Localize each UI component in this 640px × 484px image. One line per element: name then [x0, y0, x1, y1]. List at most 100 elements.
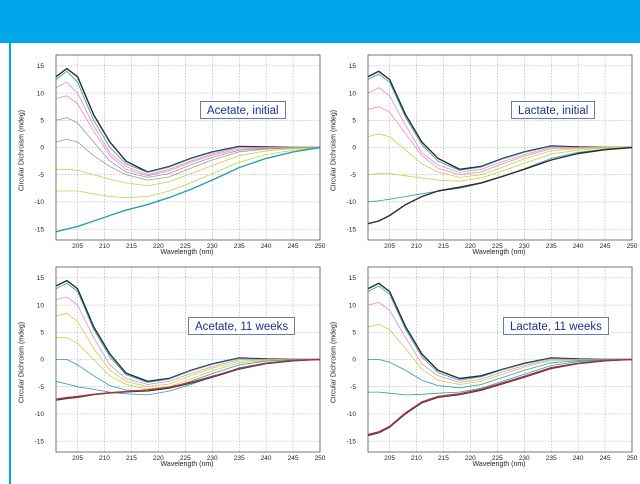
annotation-lactate-initial: Lactate, initial	[511, 101, 596, 119]
x-tick-label: 245	[288, 455, 299, 462]
x-tick-label: 225	[492, 455, 503, 462]
chart-svg-acetate-initial: 205 210 215 220 225 230 235 240 245 250 15 10 5 0 -5 -1…	[35, 54, 326, 250]
x-tick-label: 215	[438, 455, 449, 462]
x-tick-label: 250	[627, 243, 638, 250]
y-tick-label: 0	[352, 357, 356, 364]
x-tick-label: 250	[315, 455, 326, 462]
chart-svg-lactate-11-weeks: 205 210 215 220 225 230 235 240 245 250 15 10 5 0 -5 -1…	[347, 266, 638, 462]
y-tick-label: -10	[35, 411, 45, 418]
plot-frame	[55, 266, 321, 453]
x-axis-label: Wavelength (nm)	[472, 249, 526, 256]
chart-panel-lactate-11-weeks: 205 210 215 220 225 230 235 240 245 250 15 10 5 0 -5 -1…	[320, 262, 638, 472]
y-tick-label: -15	[347, 438, 357, 445]
y-tick-label: 0	[40, 145, 44, 152]
header-bar	[0, 0, 640, 43]
x-tick-label: 225	[492, 243, 503, 250]
y-tick-label: 10	[349, 90, 357, 97]
x-tick-label: 240	[261, 243, 272, 250]
x-tick-label: 225	[180, 243, 191, 250]
y-axis-label: Circular Dichroism (mdeg)	[330, 321, 338, 404]
series-line	[367, 87, 632, 173]
x-tick-label: 205	[384, 243, 395, 250]
x-tick-label: 235	[234, 455, 245, 462]
series-line	[55, 117, 320, 178]
y-tick-label: -10	[35, 199, 45, 206]
series-line	[55, 67, 320, 173]
y-tick-label: -5	[350, 384, 356, 391]
x-tick-label: 220	[153, 243, 164, 250]
series-line	[367, 106, 632, 176]
x-tick-label: 240	[573, 455, 584, 462]
series-line	[367, 147, 633, 182]
series-line	[367, 73, 632, 171]
x-tick-label: 240	[261, 455, 272, 462]
series-line	[56, 337, 320, 390]
y-tick-label: 10	[37, 90, 45, 97]
x-tick-label: 230	[519, 455, 530, 462]
annotation-lactate-11-weeks: Lactate, 11 weeks	[503, 317, 609, 335]
x-tick-label: 210	[411, 243, 422, 250]
y-tick-label: 10	[349, 302, 357, 309]
y-tick-label: -5	[350, 172, 356, 179]
plot-frame	[55, 54, 321, 241]
series-line	[55, 296, 320, 385]
y-tick-label: 15	[349, 63, 357, 70]
y-tick-label: 10	[37, 302, 45, 309]
series-line	[55, 81, 320, 176]
x-tick-label: 220	[465, 455, 476, 462]
x-tick-label: 210	[411, 455, 422, 462]
y-tick-label: 0	[40, 357, 44, 364]
x-tick-label: 205	[72, 455, 83, 462]
x-tick-label: 215	[126, 455, 137, 462]
y-tick-label: -15	[35, 226, 45, 233]
x-tick-label: 215	[438, 243, 449, 250]
series-line	[367, 70, 632, 170]
series-line	[367, 147, 633, 203]
series-line	[367, 146, 633, 225]
series-line	[55, 358, 321, 400]
x-tick-label: 235	[546, 243, 557, 250]
series-line	[55, 312, 320, 388]
y-axis-label: Circular Dichroism (mdeg)	[330, 109, 338, 192]
series-line	[367, 133, 632, 178]
x-tick-label: 250	[627, 455, 638, 462]
series-line	[55, 95, 320, 177]
x-axis-label: Wavelength (nm)	[160, 249, 214, 256]
x-tick-label: 220	[465, 243, 476, 250]
x-axis-label: Wavelength (nm)	[472, 461, 526, 468]
y-axis-label: Circular Dichroism (mdeg)	[18, 321, 26, 404]
chart-panel-acetate-11-weeks: 205 210 215 220 225 230 235 240 245 250 15 10 5 0 -5 -1…	[8, 262, 326, 472]
chart-svg-acetate-11-weeks: 205 210 215 220 225 230 235 240 245 250 15 10 5 0 -5 -1…	[35, 266, 326, 462]
y-tick-label: 5	[40, 117, 44, 124]
y-tick-label: 5	[40, 329, 44, 336]
y-tick-label: -15	[347, 226, 357, 233]
x-tick-label: 250	[315, 243, 326, 250]
x-axis-label: Wavelength (nm)	[160, 461, 214, 468]
plot-frame	[367, 54, 633, 241]
x-tick-label: 205	[72, 243, 83, 250]
x-tick-label: 245	[600, 455, 611, 462]
series-line	[368, 359, 632, 389]
series-line	[367, 323, 632, 385]
series-line	[367, 282, 632, 380]
y-tick-label: -15	[35, 438, 45, 445]
chart-panel-lactate-initial: 205 210 215 220 225 230 235 240 245 250 15 10 5 0 -5 -1…	[320, 50, 638, 260]
x-tick-label: 230	[519, 243, 530, 250]
chart-panel-acetate-initial: 205 210 215 220 225 230 235 240 245 250 15 10 5 0 -5 -1…	[8, 50, 326, 260]
x-tick-label: 230	[207, 243, 218, 250]
x-tick-label: 240	[573, 243, 584, 250]
series-line	[56, 147, 321, 198]
x-tick-label: 235	[546, 455, 557, 462]
y-tick-label: 5	[352, 329, 356, 336]
x-tick-label: 210	[99, 243, 110, 250]
x-tick-label: 235	[234, 243, 245, 250]
series-line	[367, 358, 633, 436]
x-tick-label: 245	[600, 243, 611, 250]
series-line	[55, 146, 321, 233]
y-tick-label: 5	[352, 117, 356, 124]
y-tick-label: -5	[38, 172, 44, 179]
chart-svg-lactate-initial: 205 210 215 220 225 230 235 240 245 250 15 10 5 0 -5 -1…	[347, 54, 638, 250]
annotation-acetate-11-weeks: Acetate, 11 weeks	[188, 317, 296, 335]
y-tick-label: 15	[349, 275, 357, 282]
x-tick-label: 205	[384, 455, 395, 462]
